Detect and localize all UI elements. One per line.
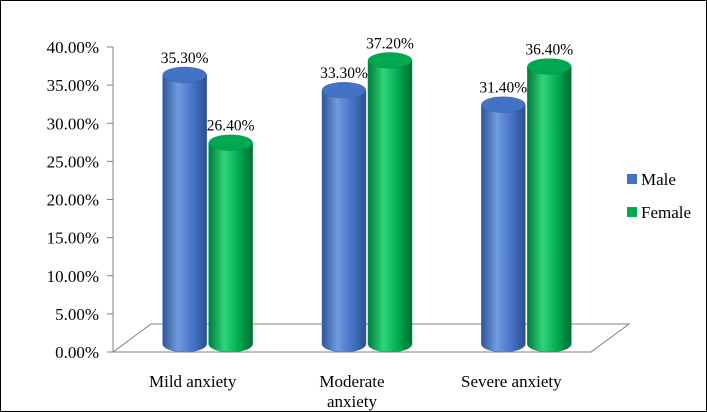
bar-body [208, 142, 253, 353]
bar-male [162, 66, 207, 353]
category-labels: Mild anxiety Moderate anxiety Severe anxiet… [149, 372, 562, 411]
y-tick-label: 25.00% [47, 152, 99, 171]
category-label: Moderate anxiety [319, 372, 384, 411]
legend-swatch [627, 207, 637, 217]
bar-body [367, 60, 413, 353]
bar-top [321, 81, 367, 99]
y-tick-label: 40.00% [47, 38, 99, 57]
bar-body [481, 104, 526, 353]
bar-female [527, 58, 572, 353]
y-tick-label: 30.00% [47, 114, 99, 133]
bar-body [527, 66, 572, 353]
bars [162, 52, 572, 353]
legend-label: Male [641, 170, 676, 189]
category-label: Severe anxiety [461, 372, 562, 391]
data-label: 35.30% [161, 50, 209, 67]
bar-body [321, 89, 367, 353]
y-tick-label: 0.00% [55, 343, 99, 362]
legend-entry-male: Male [627, 170, 676, 189]
bar-male [321, 81, 367, 353]
data-labels: 35.30% 26.40% 33.30% 37.20% 31.40% 36.40% [161, 35, 574, 134]
bar-top [527, 58, 572, 75]
y-tick-label: 20.00% [47, 191, 99, 210]
bar-female [367, 52, 413, 353]
legend-entry-female: Female [627, 203, 691, 222]
axes: 0.00% 5.00% 10.00% 15.00% 20.00% 25.00% 30.00%… [47, 38, 114, 362]
y-tick-label: 5.00% [55, 305, 99, 324]
y-tick-label: 35.00% [47, 76, 99, 95]
y-tick-label: 10.00% [47, 267, 99, 286]
bar-top [208, 134, 253, 151]
legend: Male Female [627, 170, 691, 222]
legend-label: Female [641, 203, 691, 222]
bar-top [367, 52, 413, 69]
bar-top [481, 96, 526, 113]
bar-body [162, 74, 207, 353]
data-label: 37.20% [366, 35, 414, 52]
data-label: 33.30% [320, 65, 368, 82]
bar-top [162, 66, 207, 84]
data-label: 26.40% [207, 118, 255, 135]
category-label: Mild anxiety [149, 372, 237, 391]
legend-swatch [627, 174, 637, 184]
bar-female [208, 134, 253, 353]
data-label: 36.40% [525, 41, 573, 58]
y-tick-label: 15.00% [47, 229, 99, 248]
data-label: 31.40% [479, 80, 527, 97]
bar-male [481, 96, 526, 353]
